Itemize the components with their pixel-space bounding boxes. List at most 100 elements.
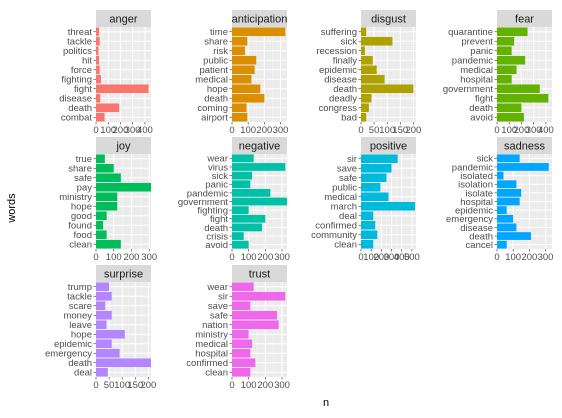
bar-disgust-congress xyxy=(361,103,369,113)
bar-anticipation-coming xyxy=(232,103,247,113)
x-tick-label: 100 xyxy=(240,125,256,136)
bar-disgust-death xyxy=(361,84,414,94)
category-label: death xyxy=(204,223,228,234)
category-label: cancel xyxy=(466,240,493,251)
category-label: clean xyxy=(205,368,228,379)
bar-fear-hospital xyxy=(497,74,512,84)
bar-sadness-epidemic xyxy=(497,206,507,215)
bar-trust-sir xyxy=(232,291,286,301)
category-label: recession xyxy=(316,46,357,57)
category-label: epidemic xyxy=(54,339,92,350)
bar-sadness-death xyxy=(497,232,531,240)
bar-sadness-isolation xyxy=(497,180,517,189)
category-label: death xyxy=(333,84,357,95)
bar-joy-safe xyxy=(96,173,121,183)
category-label: deal xyxy=(339,211,357,222)
category-label: suffering xyxy=(321,27,357,38)
category-label: fight xyxy=(74,84,92,95)
facet-strip xyxy=(96,137,151,154)
bar-negative-virus xyxy=(232,163,286,171)
category-label: medical xyxy=(460,65,493,76)
x-tick-label: 100 xyxy=(106,252,122,263)
x-tick-label: 300 xyxy=(141,252,157,263)
facet-strip-label: anticipation xyxy=(232,14,288,26)
bar-sadness-isolate xyxy=(497,188,522,197)
category-label: fighting xyxy=(61,75,92,86)
category-label: confirmed xyxy=(186,358,228,369)
category-label: force xyxy=(71,65,92,76)
bar-anticipation-death xyxy=(232,93,265,103)
category-label: pandemic xyxy=(452,56,493,67)
facet-disgust: disgust sufferingsickrecessionfinallyepid… xyxy=(316,10,421,136)
facet-strip-label: anger xyxy=(109,14,137,26)
x-tick-label: 100 xyxy=(363,252,379,263)
facet-strip-label: positive xyxy=(370,141,407,153)
bar-negative-government xyxy=(232,197,287,206)
category-label: hope xyxy=(207,84,228,95)
bar-negative-fight xyxy=(232,214,266,223)
x-tick-label: 0 xyxy=(93,125,98,136)
facet-trust: trust wearsirsavesafenationministrymedica… xyxy=(186,265,290,391)
x-tick-label: 300 xyxy=(274,380,290,391)
category-label: disease xyxy=(59,94,92,105)
category-label: share xyxy=(204,37,228,48)
category-label: bad xyxy=(341,113,357,124)
category-label: quarantine xyxy=(448,27,493,38)
bar-negative-panic xyxy=(232,180,251,189)
bar-anticipation-risk xyxy=(232,46,245,56)
x-tick-label: 300 xyxy=(273,125,289,136)
x-tick-label: 100 xyxy=(241,380,257,391)
category-label: hit xyxy=(82,56,92,67)
bar-fear-prevent xyxy=(497,36,515,46)
x-tick-label: 200 xyxy=(113,125,129,136)
x-tick-label: 300 xyxy=(526,125,542,136)
category-label: disease xyxy=(324,75,357,86)
bar-anger-politics xyxy=(96,46,99,56)
bar-disgust-finally xyxy=(361,55,373,65)
bar-surprise-tackle xyxy=(96,291,112,301)
bar-trust-wear xyxy=(232,282,254,292)
category-label: share xyxy=(68,164,92,175)
facet-strip-label: negative xyxy=(239,141,281,153)
facet-strip-label: fear xyxy=(515,14,534,26)
facet-strip-label: trust xyxy=(249,269,270,281)
bar-disgust-recession xyxy=(361,46,365,56)
bar-fear-government xyxy=(497,84,540,94)
bar-fear-fight xyxy=(497,93,549,103)
category-label: risk xyxy=(213,46,228,57)
category-label: nation xyxy=(202,320,228,331)
category-label: hope xyxy=(71,202,92,213)
x-tick-label: 300 xyxy=(274,252,290,263)
bar-disgust-epidemic xyxy=(361,65,377,75)
bar-joy-found xyxy=(96,220,104,230)
category-label: death xyxy=(469,231,493,242)
bar-surprise-leave xyxy=(96,320,107,330)
category-label: prevent xyxy=(461,37,493,48)
bar-anger-fighting xyxy=(96,74,101,84)
bar-joy-ministry xyxy=(96,192,118,202)
category-label: hospital xyxy=(460,197,493,208)
bar-disgust-sick xyxy=(361,36,393,46)
bar-disgust-disease xyxy=(361,74,385,84)
bar-fear-death xyxy=(497,103,522,113)
x-tick-label: 500 xyxy=(404,252,420,263)
category-label: trump xyxy=(68,282,92,293)
bar-anticipation-patient xyxy=(232,65,255,75)
facet-joy: joy truesharesafepayministryhopegoodfound… xyxy=(59,137,157,263)
category-label: panic xyxy=(205,180,228,191)
bar-fear-panic xyxy=(497,46,512,56)
x-tick-label: 100 xyxy=(505,252,521,263)
category-label: finally xyxy=(333,56,358,67)
bar-surprise-epidemic xyxy=(96,339,112,349)
x-tick-label: 100 xyxy=(241,252,257,263)
category-label: medical xyxy=(195,339,228,350)
bar-sadness-sick xyxy=(497,154,520,163)
x-tick-label: 0 xyxy=(229,380,234,391)
bar-sadness-pandemic xyxy=(497,163,549,171)
category-label: threat xyxy=(68,27,93,38)
category-label: deadly xyxy=(329,94,357,105)
bar-joy-food xyxy=(96,230,107,240)
x-tick-label: 0 xyxy=(93,252,98,263)
category-label: scare xyxy=(69,301,92,312)
bar-joy-pay xyxy=(96,182,151,192)
